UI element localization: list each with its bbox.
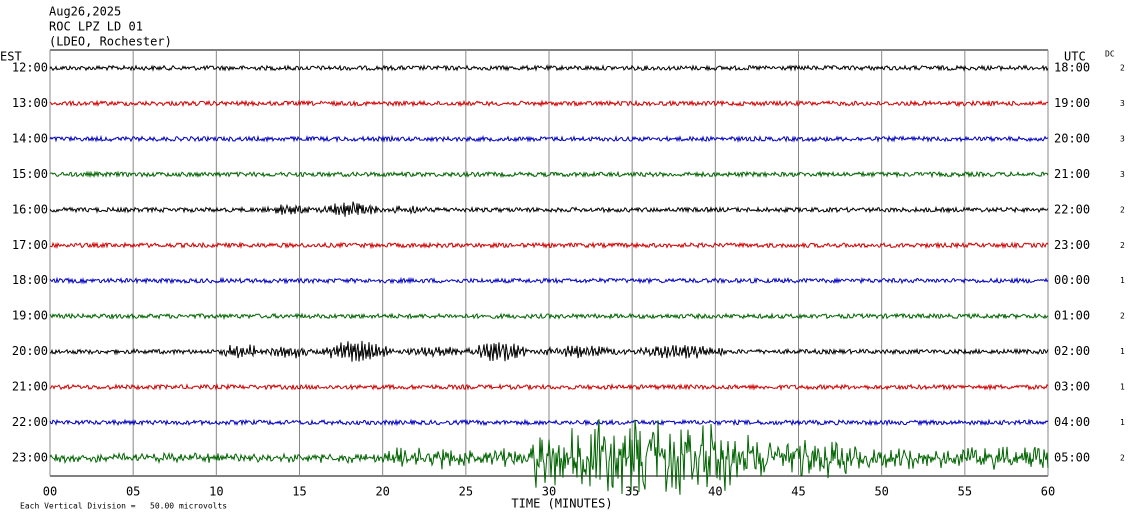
dc-label: 3 [1120, 170, 1125, 179]
trace [49, 418, 1049, 427]
dc-label: 1 [1120, 383, 1125, 392]
est-label: 15:00 [12, 167, 48, 181]
dc-label: 1 [1120, 418, 1125, 427]
station: ROC LPZ LD 01 [49, 20, 143, 34]
est-label: 19:00 [12, 309, 48, 323]
trace [49, 312, 1049, 321]
dc-label: 3 [1120, 134, 1125, 143]
dc-label: 1 [1120, 276, 1125, 285]
est-label: 12:00 [12, 61, 48, 75]
dc-label: 1 [1120, 347, 1125, 356]
utc-label: 22:00 [1054, 202, 1090, 216]
est-label: 20:00 [12, 344, 48, 358]
utc-label: 21:00 [1054, 167, 1090, 181]
x-tick-label: 40 [708, 485, 722, 499]
est-label: 14:00 [12, 131, 48, 145]
trace [49, 64, 1049, 72]
x-tick-label: 45 [791, 485, 805, 499]
utc-label: 05:00 [1054, 450, 1090, 464]
utc-label: 20:00 [1054, 131, 1090, 145]
footnote: Each Vertical Division = 50.00 microvolt… [20, 502, 227, 511]
trace [49, 340, 1049, 362]
trace [49, 241, 1049, 250]
est-label: 23:00 [12, 450, 48, 464]
utc-label: 23:00 [1054, 238, 1090, 252]
dc-title: DC [1105, 50, 1115, 59]
network: (LDEO, Rochester) [49, 35, 172, 49]
dc-label: 2 [1120, 312, 1125, 321]
x-tick-label: 15 [292, 485, 306, 499]
x-tick-label: 30 [542, 485, 556, 499]
utc-label: 04:00 [1054, 415, 1090, 429]
utc-label: 03:00 [1054, 380, 1090, 394]
utc-title: UTC [1064, 50, 1086, 64]
x-tick-label: 25 [459, 485, 473, 499]
est-label: 17:00 [12, 238, 48, 252]
x-tick-label: 50 [874, 485, 888, 499]
est-label: 21:00 [12, 380, 48, 394]
utc-label: 00:00 [1054, 273, 1090, 287]
est-label: 13:00 [12, 96, 48, 110]
dc-label: 2 [1120, 453, 1125, 462]
utc-label: 01:00 [1054, 309, 1090, 323]
trace [49, 134, 1049, 143]
est-label: 16:00 [12, 202, 48, 216]
utc-label: 18:00 [1054, 61, 1090, 75]
utc-label: 02:00 [1054, 344, 1090, 358]
x-tick-label: 60 [1041, 485, 1055, 499]
trace [49, 383, 1049, 392]
x-tick-label: 35 [625, 485, 639, 499]
est-label: 22:00 [12, 415, 48, 429]
x-tick-label: 05 [126, 485, 140, 499]
trace [49, 99, 1049, 108]
x-axis-label: TIME (MINUTES) [511, 497, 612, 511]
trace [50, 170, 1049, 179]
dc-label: 2 [1120, 64, 1125, 73]
x-tick-label: 55 [958, 485, 972, 499]
trace [49, 276, 1049, 285]
dc-label: 2 [1120, 205, 1125, 214]
date: Aug26,2025 [49, 5, 121, 19]
x-tick-label: 00 [43, 485, 57, 499]
dc-label: 3 [1120, 99, 1125, 108]
trace [49, 419, 1049, 495]
x-tick-label: 20 [375, 485, 389, 499]
utc-label: 19:00 [1054, 96, 1090, 110]
dc-label: 2 [1120, 241, 1125, 250]
trace [49, 201, 1049, 217]
est-title: EST [0, 50, 22, 64]
est-label: 18:00 [12, 273, 48, 287]
x-tick-label: 10 [209, 485, 223, 499]
